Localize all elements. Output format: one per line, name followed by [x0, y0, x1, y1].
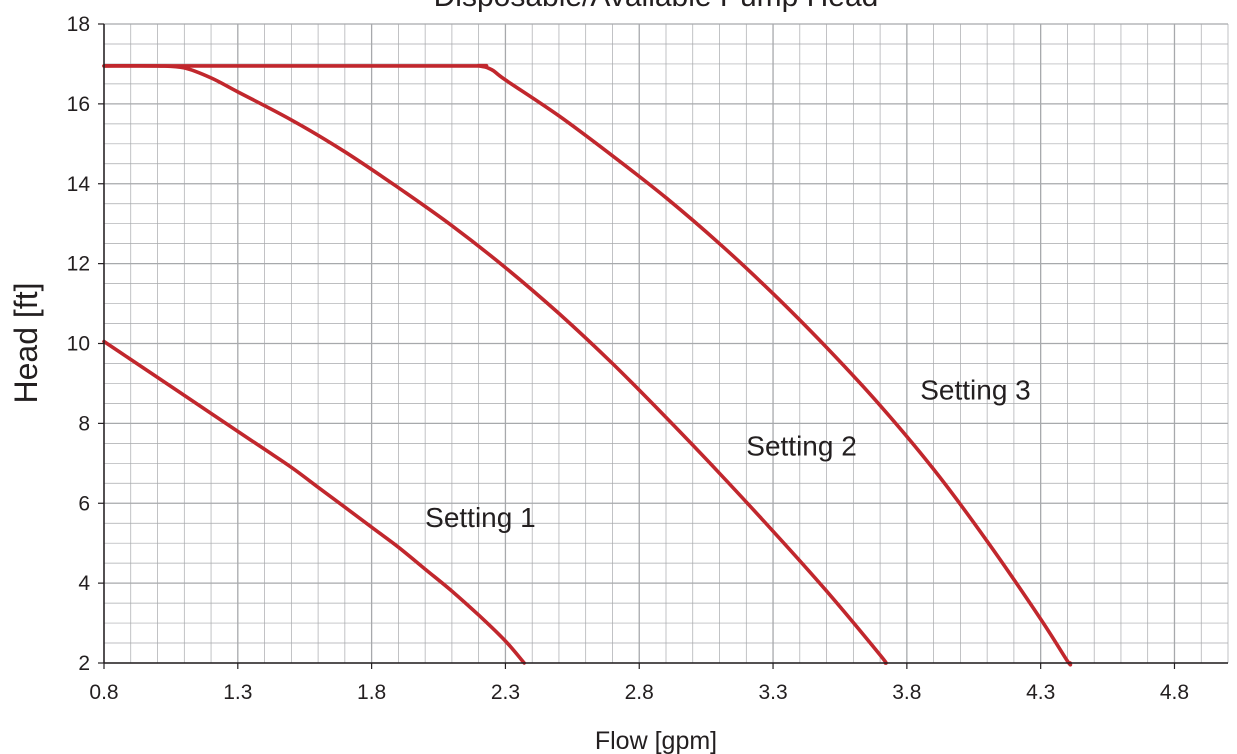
series-label-1: Setting 1: [425, 502, 536, 533]
x-tick-label: 3.3: [758, 681, 787, 704]
pump-curves: [102, 63, 1073, 667]
x-tick-label: 2.8: [625, 681, 654, 704]
x-tick-label: 1.3: [223, 681, 252, 704]
y-tick-label: 16: [67, 93, 90, 116]
x-axis-title: Flow [gpm]: [595, 727, 717, 754]
x-tick-labels: 0.8 1.3 1.8 2.3 2.8 3.3 3.8 4.3 4.8: [89, 663, 1189, 704]
y-tick-label: 18: [67, 13, 90, 36]
x-tick-label: 3.8: [892, 681, 921, 704]
series-line-2: [102, 63, 888, 665]
y-tick-label: 2: [78, 652, 90, 675]
y-axis-title: Head [ft]: [8, 283, 44, 404]
x-tick-label: 1.8: [357, 681, 386, 704]
y-tick-label: 12: [67, 253, 90, 276]
x-tick-label: 2.3: [491, 681, 520, 704]
y-tick-labels: 2 4 6 8 10 12 14 16 18: [67, 13, 104, 675]
y-tick-label: 14: [67, 173, 91, 196]
chart-title: Disposable/Available Pump Head: [434, 0, 879, 13]
series-line-1: [102, 339, 526, 665]
x-tick-label: 4.3: [1026, 681, 1055, 704]
y-tick-label: 4: [78, 572, 90, 595]
y-tick-label: 8: [78, 412, 90, 435]
x-tick-label: 4.8: [1160, 681, 1189, 704]
y-tick-label: 10: [67, 333, 90, 356]
y-tick-label: 6: [78, 492, 90, 515]
major-grid: [103, 23, 1228, 664]
series-label-2: Setting 2: [746, 430, 857, 461]
series-labels: Setting 1 Setting 2 Setting 3: [425, 374, 1031, 533]
x-tick-label: 0.8: [89, 681, 118, 704]
series-line-3: [102, 63, 1073, 667]
series-label-3: Setting 3: [920, 374, 1031, 405]
